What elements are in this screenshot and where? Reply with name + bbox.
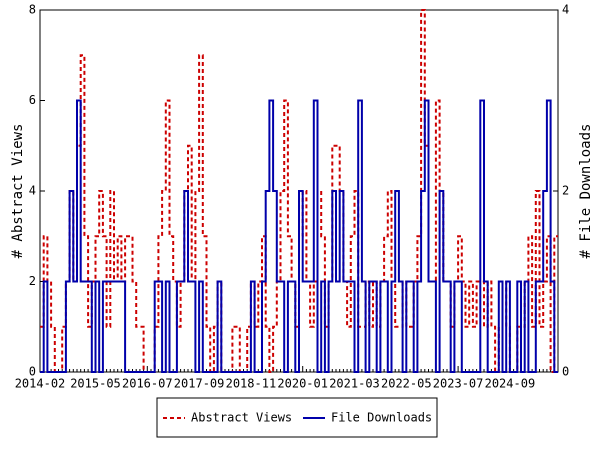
x-tick-label: 2017-09 (174, 377, 225, 391)
y-tick-label: 2 (29, 274, 36, 288)
y2-tick-label: 4 (562, 3, 569, 17)
y-tick-label: 0 (29, 365, 36, 379)
x-tick-label: 2016-07 (122, 377, 173, 391)
y-axis-label: # Abstract Views (10, 124, 26, 259)
x-tick-label: 2014-02 (15, 377, 66, 391)
x-tick-label: 2020-01 (277, 377, 328, 391)
x-tick-label: 2023-07 (433, 377, 484, 391)
x-tick-label: 2018-11 (226, 377, 277, 391)
y2-tick-label: 2 (562, 184, 569, 198)
legend-label: File Downloads (331, 411, 432, 425)
y-tick-label: 4 (29, 184, 36, 198)
y-tick-label: 8 (29, 3, 36, 17)
x-tick-label: 2022-05 (381, 377, 432, 391)
y2-axis-label: # File Downloads (578, 124, 594, 259)
series-line (40, 99, 558, 373)
x-tick-label: 2024-09 (485, 377, 536, 391)
y2-tick-label: 0 (562, 365, 569, 379)
legend-label: Abstract Views (191, 411, 292, 425)
x-tick-label: 2021-03 (329, 377, 380, 391)
legend-box (156, 397, 438, 438)
y-tick-label: 6 (29, 93, 36, 107)
x-tick-label: 2015-05 (70, 377, 121, 391)
